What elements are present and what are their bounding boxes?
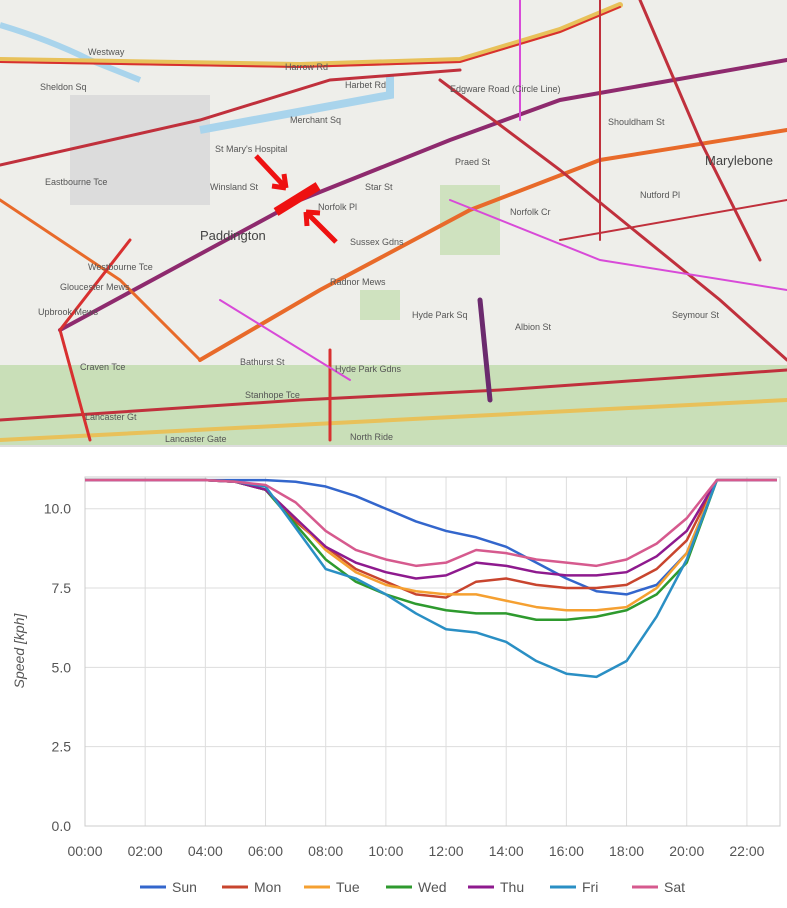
map-label: Paddington (200, 228, 266, 243)
x-tick-label: 00:00 (67, 843, 102, 859)
map-label: Hyde Park Sq (412, 310, 468, 320)
legend-label: Wed (418, 879, 447, 895)
map-label: Norfolk Cr (510, 207, 551, 217)
map-label: Radnor Mews (330, 277, 386, 287)
map-label: Sussex Gdns (350, 237, 404, 247)
y-tick-label: 7.5 (52, 580, 72, 596)
map-label: Gloucester Mews (60, 282, 130, 292)
y-axis-title: Speed [kph] (11, 613, 27, 689)
map-label: Shouldham St (608, 117, 665, 127)
highlighted-segment (273, 182, 321, 216)
map-label: Bathurst St (240, 357, 285, 367)
map-labels: Westway Harrow Rd Harbet Rd Merchant Sq … (38, 47, 773, 444)
map-label: Star St (365, 182, 393, 192)
plot-frame (84, 476, 781, 827)
map-label: Seymour St (672, 310, 720, 320)
map-label: Lancaster Gate (165, 434, 227, 444)
series-line (85, 478, 777, 612)
series-line (85, 478, 777, 599)
arrow (254, 154, 289, 191)
x-tick-label: 20:00 (669, 843, 704, 859)
series-line (85, 478, 777, 622)
arrow (303, 209, 338, 244)
legend-label: Tue (336, 879, 360, 895)
legend-label: Mon (254, 879, 281, 895)
map-label: Westbourne Tce (88, 262, 153, 272)
map-label: Upbrook Mews (38, 307, 99, 317)
map-label: Stanhope Tce (245, 390, 300, 400)
map-label: North Ride (350, 432, 393, 442)
map-label: Westway (88, 47, 125, 57)
map-label: Marylebone (705, 153, 773, 168)
x-tick-label: 04:00 (188, 843, 223, 859)
x-tick-label: 22:00 (729, 843, 764, 859)
map-label: Nutford Pl (640, 190, 680, 200)
y-tick-label: 2.5 (52, 739, 72, 755)
map-label: Praed St (455, 157, 491, 167)
map-label: Winsland St (210, 182, 259, 192)
map-label: Craven Tce (80, 362, 125, 372)
map-label: Edgware Road (Circle Line) (450, 84, 561, 94)
map-label: Sheldon Sq (40, 82, 87, 92)
series-line (85, 478, 777, 568)
x-tick-label: 12:00 (429, 843, 464, 859)
map-label: Hyde Park Gdns (335, 364, 402, 374)
y-tick-label: 0.0 (52, 818, 72, 834)
x-tick-label: 14:00 (489, 843, 524, 859)
legend-label: Thu (500, 879, 524, 895)
canal (199, 75, 394, 134)
map-label: Harrow Rd (285, 62, 328, 72)
station-area (70, 95, 210, 205)
map-label: Albion St (515, 322, 552, 332)
map: Westway Harrow Rd Harbet Rd Merchant Sq … (0, 0, 787, 445)
x-tick-label: 08:00 (308, 843, 343, 859)
x-tick-label: 10:00 (368, 843, 403, 859)
y-tick-label: 10.0 (44, 501, 71, 517)
legend-label: Sun (172, 879, 197, 895)
x-tick-label: 02:00 (128, 843, 163, 859)
y-tick-label: 5.0 (52, 659, 72, 675)
legend-label: Fri (582, 879, 598, 895)
map-label: St Mary's Hospital (215, 144, 287, 154)
map-label: Norfolk Pl (318, 202, 357, 212)
map-label: Harbet Rd (345, 80, 386, 90)
x-tick-label: 16:00 (549, 843, 584, 859)
x-tick-label: 18:00 (609, 843, 644, 859)
map-label: Lancaster Gt (85, 412, 137, 422)
map-label: Eastbourne Tce (45, 177, 107, 187)
legend-label: Sat (664, 879, 685, 895)
roads (0, 0, 787, 442)
map-label: Merchant Sq (290, 115, 341, 125)
x-tick-label: 06:00 (248, 843, 283, 859)
green-square (360, 290, 400, 320)
